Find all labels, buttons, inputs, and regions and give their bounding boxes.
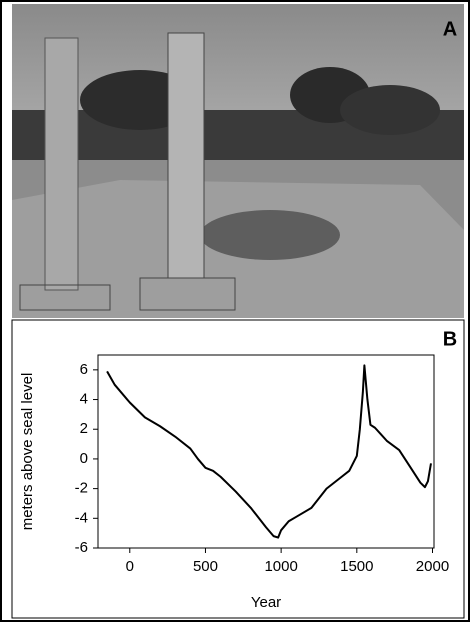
y-tick-label: 6: [80, 361, 88, 378]
x-tick-label: 1000: [264, 558, 297, 575]
x-axis-label: Year: [251, 594, 281, 611]
x-tick-label: 1500: [340, 558, 373, 575]
y-tick-label: -6: [75, 539, 88, 556]
y-tick-label: -4: [75, 509, 88, 526]
y-tick-label: 4: [80, 391, 88, 408]
panel-label: B: [443, 328, 457, 350]
figure: A B -6 -4 -2 0 2 4 6 0 500 1000 1500 2000 Year meters …: [0, 0, 470, 622]
x-tick-label: 2000: [416, 558, 449, 575]
y-axis-label: meters above seal level: [19, 373, 36, 531]
x-tick-label: 0: [126, 558, 134, 575]
y-tick-label: -2: [75, 480, 88, 497]
y-tick-label: 2: [80, 420, 88, 437]
panel-label: A: [443, 18, 457, 40]
y-tick-label: 0: [80, 450, 88, 467]
photo: [12, 4, 464, 318]
x-tick-label: 500: [193, 558, 218, 575]
